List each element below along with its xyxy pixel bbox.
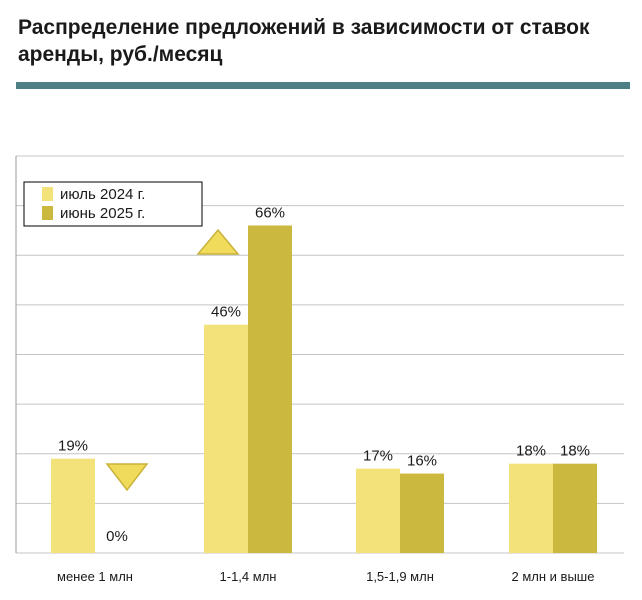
legend-label-2024: июль 2024 г. <box>60 186 145 203</box>
bars <box>51 225 597 553</box>
bar-2024 <box>509 463 553 553</box>
bar-2024 <box>51 458 95 553</box>
title-divider <box>16 82 630 89</box>
legend-swatch-2024 <box>42 187 53 201</box>
data-label: 17% <box>363 448 393 465</box>
data-label: 19% <box>58 438 88 455</box>
data-label: 18% <box>560 443 590 460</box>
data-label: 18% <box>516 443 546 460</box>
legend-swatch-2025 <box>42 206 53 220</box>
down-triangle-icon <box>105 463 149 492</box>
category-label: 2 млн и выше <box>512 569 595 584</box>
up-triangle-icon <box>196 228 240 255</box>
legend-box <box>23 181 203 227</box>
bar-2025 <box>553 463 597 553</box>
data-label: 66% <box>255 204 285 221</box>
bar-2024 <box>204 324 248 553</box>
data-labels: 19% 0% 46% 66% 17% 16% 18% 18% <box>58 204 590 545</box>
category-label: менее 1 млн <box>57 569 133 584</box>
bar-2024 <box>356 468 400 553</box>
legend-label-2025: июнь 2025 г. <box>60 205 145 222</box>
legend: июль 2024 г. июнь 2025 г. <box>23 181 203 227</box>
data-label: 16% <box>407 453 437 470</box>
data-label: 0% <box>106 528 128 545</box>
bar-2025 <box>400 473 444 553</box>
data-label: 46% <box>211 304 241 321</box>
chart-title: Распределение предложений в зависимости … <box>18 16 590 66</box>
trend-markers <box>105 228 240 492</box>
category-labels: менее 1 млн 1-1,4 млн 1,5-1,9 млн 2 млн и в… <box>57 569 594 584</box>
category-label: 1-1,4 млн <box>220 569 277 584</box>
category-label: 1,5-1,9 млн <box>366 569 434 584</box>
bar-2025 <box>248 225 292 553</box>
